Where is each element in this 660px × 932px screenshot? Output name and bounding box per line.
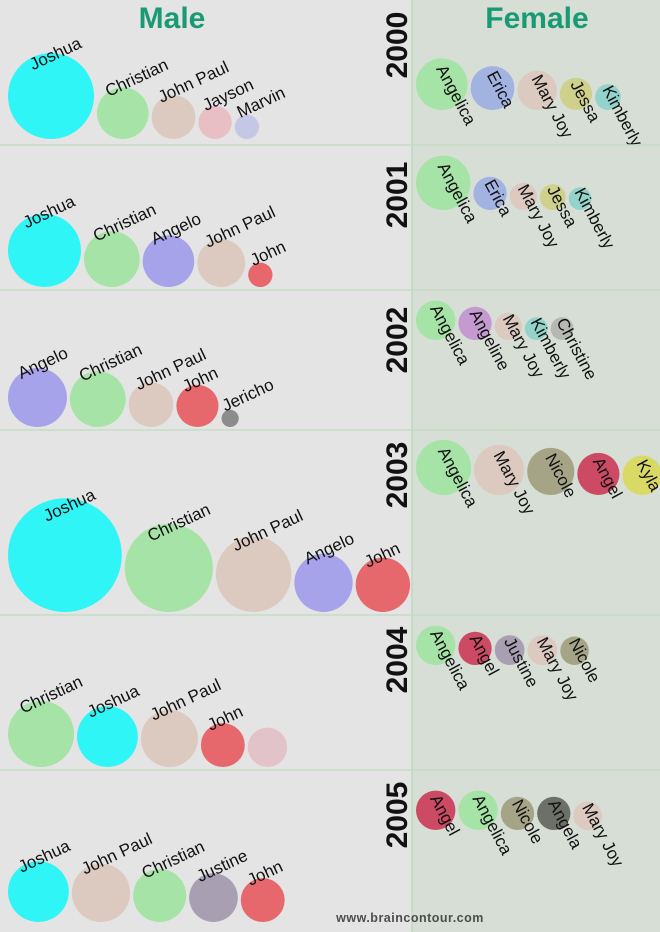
male-bubble-2002-john-paul [128,382,174,428]
female-bubble-2003-nicole [527,447,575,495]
female-bubble-2003-kyla [622,455,660,495]
male-bubble-2003-john-paul [215,536,292,612]
female-bubble-2004-justine [494,635,525,665]
male-bubble-2005-justine [189,873,238,922]
female-bubble-2003-angel [577,452,620,495]
male-bubble-2000-jayson [198,105,232,139]
year-label-2005: 2005 [381,782,414,849]
male-bubble-2002-christian [69,371,126,427]
female-bubble-2005-nicole [500,796,535,831]
female-bubble-2000-angelica [416,58,468,110]
male-bubble-2005-christian [133,868,187,923]
male-bubble-2004-john-paul [140,709,198,768]
male-bubble-2004-christian [8,700,75,767]
footer-credit: www.braincontour.com [335,911,484,925]
female-bubble-2005-angelica [458,790,498,830]
male-bubble-2003-angelo [294,553,353,613]
year-label-2003: 2003 [381,442,414,509]
female-bubble-2000-jessa [559,77,593,110]
female-bubble-2003-angelica [416,439,472,495]
female-bubble-2001-kimberly [568,187,592,211]
male-heading: Male [139,2,206,35]
male-bubble-2002-john [176,384,219,427]
male-bubble-2005-john [240,878,285,922]
male-bubble-2004-john [200,723,245,767]
female-bubble-2002-mary-joy [494,312,522,340]
male-bubble-2000-joshua [8,53,94,139]
female-bubble-2002-angeline [458,306,492,340]
female-bubble-2005-angel [416,790,456,830]
male-bubble-2001-angelo [142,235,195,287]
male-bubble-2001-joshua [8,214,81,287]
female-bubble-2001-erica [473,176,507,210]
female-bubble-2000-kimberly [595,84,621,110]
year-label-2002: 2002 [381,307,414,374]
female-bubble-2004-angelica [416,625,456,665]
year-label-2001: 2001 [381,162,414,229]
female-bubble-2004-nicole [560,636,589,665]
female-bubble-2005-angela [537,796,571,831]
male-bubble-2004-unlabeled [247,727,288,767]
male-bubble-2001-christian [83,231,140,287]
male-bubble-2005-john-paul [71,863,131,923]
male-bubble-2001-john [248,262,273,287]
female-bubble-2002-christine [550,317,574,340]
female-bubble-2004-mary-joy [527,635,558,665]
male-bubble-2003-john [355,557,411,612]
male-bubble-2002-jericho [221,409,239,427]
year-label-2004: 2004 [381,626,414,693]
female-bubble-2000-erica [470,66,515,110]
female-bubble-2002-kimberly [524,317,548,340]
female-bubble-2004-angel [458,631,492,666]
male-bubble-2003-christian [124,523,213,612]
female-bubble-2000-mary-joy [517,70,557,110]
female-bubble-2005-mary-joy [573,801,602,830]
male-bubble-2003-joshua [8,498,122,612]
female-heading: Female [485,2,588,35]
female-bubble-2001-angelica [416,155,471,210]
female-bubble-2003-mary-joy [474,444,525,495]
male-bubble-2000-marvin [234,114,260,139]
male-bubble-2004-joshua [77,706,138,767]
male-bubble-2001-john-paul [197,239,246,287]
year-label-2000: 2000 [381,12,414,79]
male-bubble-2002-angelo [7,368,67,427]
male-bubble-2000-christian [97,87,149,139]
female-bubble-2001-jessa [539,184,566,211]
male-bubble-2005-joshua [7,861,69,922]
female-bubble-2001-mary-joy [509,182,537,210]
female-bubble-2002-angelica [416,300,456,340]
male-bubble-2000-john-paul [151,95,196,139]
